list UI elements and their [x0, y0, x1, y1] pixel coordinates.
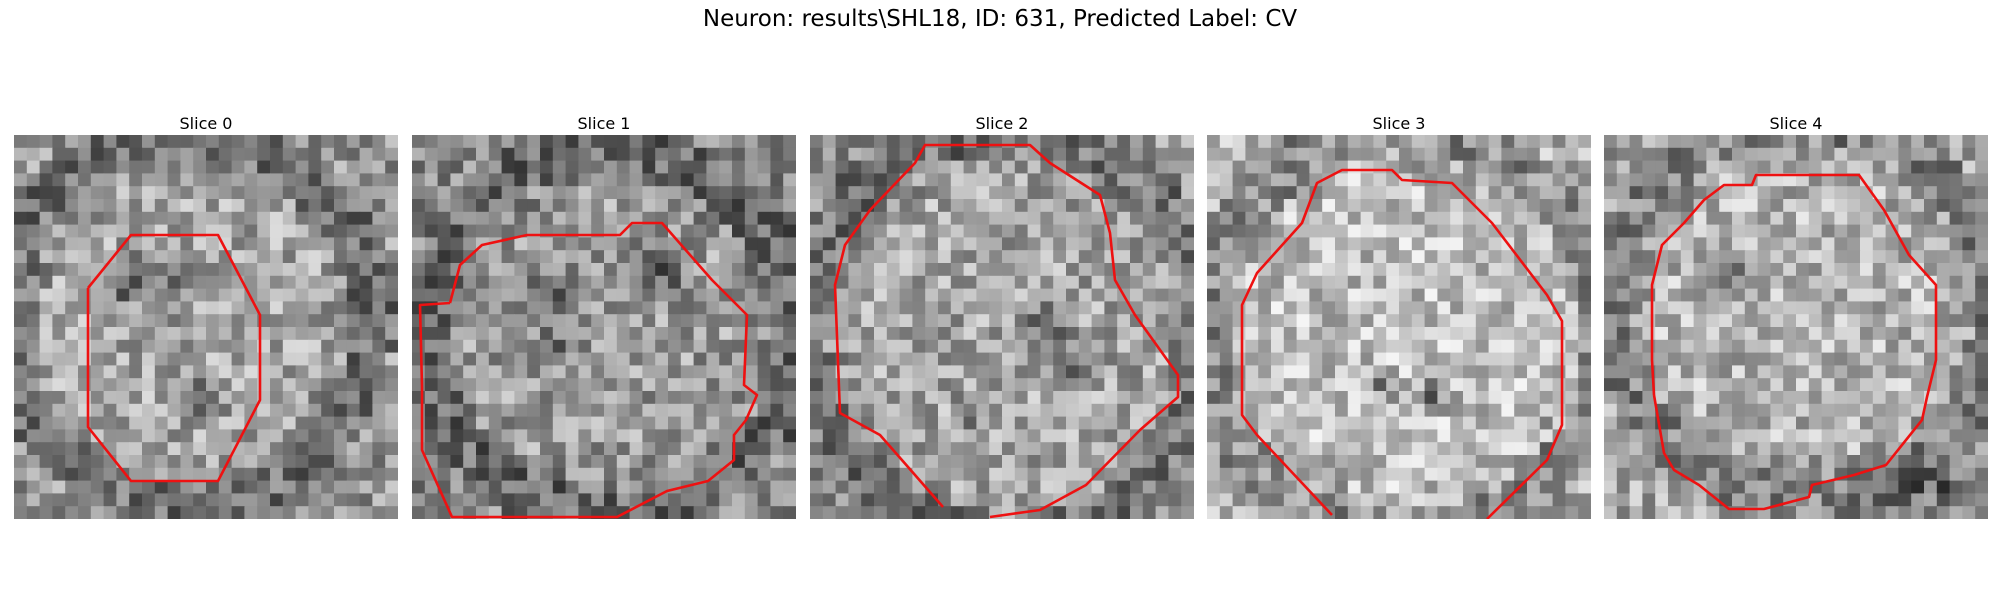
slice-image: [412, 135, 796, 519]
slice-svg: [1604, 135, 1988, 519]
slice-title: Slice 3: [1372, 114, 1426, 133]
slice-svg: [14, 135, 398, 519]
slice-svg: [810, 135, 1194, 519]
grayscale-microscopy-image: [14, 135, 398, 519]
figure-title: Neuron: results\SHL18, ID: 631, Predicte…: [702, 6, 1298, 32]
grayscale-microscopy-image: [810, 135, 1194, 519]
grayscale-microscopy-image: [1207, 135, 1591, 519]
slice-svg: [412, 135, 796, 519]
slice-image: [810, 135, 1194, 519]
slice-image: [14, 135, 398, 519]
slice-title: Slice 2: [975, 114, 1029, 133]
slice-title: Slice 4: [1769, 114, 1823, 133]
slice-panel-3: Slice 3: [1207, 113, 1591, 519]
roi-contour: [86, 233, 262, 483]
slice-image: [1604, 135, 1988, 519]
slice-title: Slice 0: [179, 114, 233, 133]
grayscale-microscopy-image: [412, 135, 796, 519]
slice-svg: [1207, 135, 1591, 519]
slice-panel-0: Slice 0: [14, 113, 398, 519]
slice-panel-2: Slice 2: [810, 113, 1194, 519]
slice-title: Slice 1: [577, 114, 631, 133]
roi-contour: [833, 143, 1180, 519]
slice-panel-4: Slice 4: [1604, 113, 1988, 519]
roi-contour: [418, 221, 759, 519]
grayscale-microscopy-image: [1604, 135, 1988, 519]
slice-image: [1207, 135, 1591, 519]
roi-contour: [1650, 173, 1938, 511]
roi-contour: [1240, 168, 1564, 519]
slice-panel-1: Slice 1: [412, 113, 796, 519]
